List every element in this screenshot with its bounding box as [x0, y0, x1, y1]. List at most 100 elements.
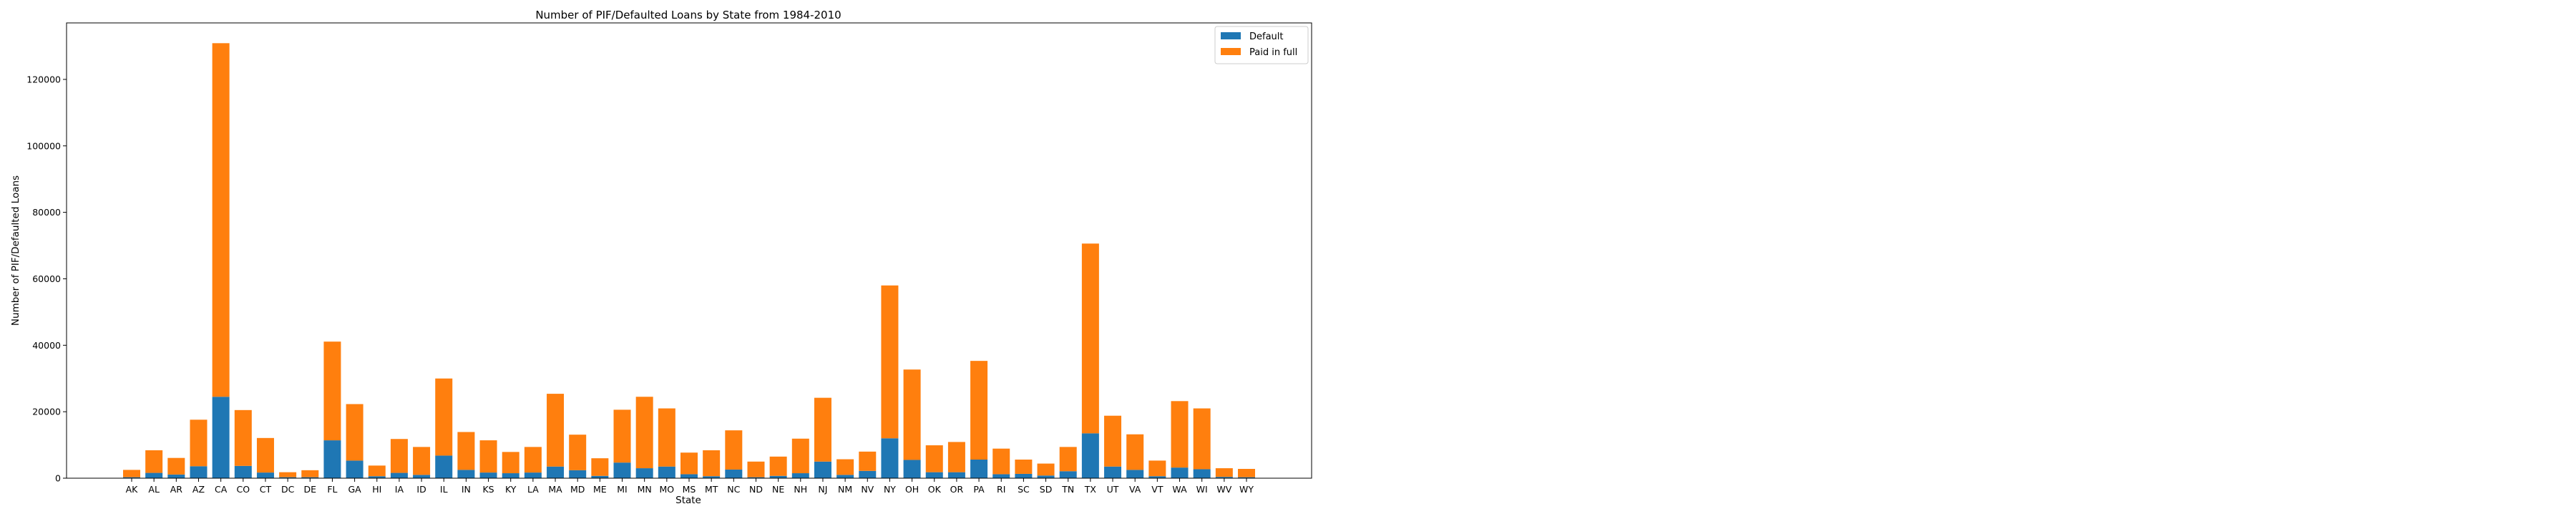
bar-default-nh	[791, 473, 809, 478]
bar-default-ut	[1104, 466, 1122, 478]
bar-default-ca	[212, 397, 230, 478]
x-tick-label: SC	[1018, 484, 1030, 495]
bar-paid-in-full-dc	[279, 472, 297, 477]
bar-default-ga	[346, 460, 364, 478]
y-tick-label: 80000	[32, 207, 61, 218]
bar-paid-in-full-wi	[1193, 408, 1211, 470]
x-tick-label: VA	[1129, 484, 1141, 495]
x-tick-label: OH	[905, 484, 919, 495]
bar-paid-in-full-wa	[1171, 401, 1189, 468]
bar-default-la	[524, 472, 542, 478]
bar-default-az	[190, 466, 208, 478]
bar-default-in	[457, 470, 475, 478]
bar-paid-in-full-ks	[479, 440, 497, 473]
bar-default-ky	[502, 473, 519, 478]
bar-default-ri	[992, 474, 1010, 478]
legend-label-default: Default	[1249, 31, 1284, 42]
bar-paid-in-full-mt	[703, 450, 721, 477]
bar-default-ak	[123, 477, 140, 478]
x-tick-label: CT	[260, 484, 272, 495]
x-tick-label: AR	[170, 484, 183, 495]
bar-default-or	[947, 472, 965, 478]
x-axis-ticks: AK AL AR AZ CA CO CT DC DE FL GA HI IA ID IL IN KS KY LA MA…	[126, 478, 1254, 495]
bar-default-fl	[323, 440, 341, 478]
bar-default-al	[145, 472, 163, 478]
bar-paid-in-full-mo	[658, 408, 675, 467]
x-tick-label: SD	[1040, 484, 1053, 495]
x-tick-label: CA	[215, 484, 228, 495]
bar-paid-in-full-de	[301, 470, 319, 477]
bar-default-de	[301, 477, 319, 478]
bar-paid-in-full-me	[591, 458, 609, 476]
x-tick-label: MS	[683, 484, 696, 495]
bar-default-me	[591, 475, 609, 478]
x-tick-label: RI	[997, 484, 1005, 495]
chart-title: Number of PIF/Defaulted Loans by State f…	[535, 9, 841, 21]
bar-default-ma	[547, 466, 565, 478]
bar-paid-in-full-nj	[814, 397, 831, 462]
y-tick-label: 100000	[26, 140, 61, 151]
y-tick-label: 120000	[26, 74, 61, 84]
bar-paid-in-full-ia	[390, 439, 408, 473]
x-tick-label: DE	[304, 484, 317, 495]
legend-label-paid: Paid in full	[1249, 47, 1297, 58]
bar-default-ny	[881, 438, 899, 478]
x-tick-label: NV	[861, 484, 874, 495]
bar-paid-in-full-co	[234, 409, 252, 466]
x-tick-label: MA	[548, 484, 562, 495]
x-tick-label: OK	[928, 484, 942, 495]
bar-paid-in-full-oh	[903, 369, 921, 460]
bar-paid-in-full-la	[524, 447, 542, 473]
bar-paid-in-full-ut	[1104, 415, 1122, 467]
bar-default-il	[435, 455, 453, 478]
bar-paid-in-full-ak	[123, 470, 140, 477]
y-tick-label: 0	[55, 473, 61, 484]
bar-paid-in-full-or	[947, 442, 965, 472]
bar-paid-in-full-mn	[635, 397, 653, 469]
bar-default-id	[413, 475, 431, 478]
x-tick-label: DC	[281, 484, 295, 495]
bar-default-ar	[167, 474, 185, 478]
bar-default-ms	[680, 474, 698, 478]
bar-default-oh	[903, 460, 921, 478]
bar-default-wy	[1238, 477, 1255, 478]
bar-default-md	[569, 470, 587, 478]
x-tick-label: NY	[884, 484, 896, 495]
bar-default-vt	[1148, 476, 1166, 478]
x-tick-label: IN	[462, 484, 471, 495]
x-tick-label: NC	[727, 484, 740, 495]
bar-paid-in-full-nd	[747, 461, 765, 477]
bar-default-ia	[390, 472, 408, 478]
bar-default-hi	[368, 476, 386, 478]
bar-paid-in-full-nm	[836, 459, 854, 475]
x-tick-label: WV	[1216, 484, 1231, 495]
x-tick-label: MT	[705, 484, 718, 495]
x-tick-label: NH	[794, 484, 807, 495]
bar-paid-in-full-az	[190, 419, 208, 467]
bar-paid-in-full-vt	[1148, 460, 1166, 477]
x-tick-label: TX	[1084, 484, 1097, 495]
bar-paid-in-full-ky	[502, 452, 519, 474]
bar-paid-in-full-il	[435, 378, 453, 456]
bar-paid-in-full-hi	[368, 465, 386, 477]
bar-default-wa	[1171, 467, 1189, 478]
bar-paid-in-full-ct	[256, 437, 274, 473]
bar-paid-in-full-md	[569, 435, 587, 470]
bar-default-pa	[970, 460, 988, 478]
y-axis-ticks: 0 20000 40000 60000 80000 100000 120000	[26, 74, 67, 484]
bar-paid-in-full-ms	[680, 452, 698, 475]
x-tick-label: ME	[593, 484, 607, 495]
x-tick-label: NE	[772, 484, 784, 495]
bar-default-nd	[747, 477, 765, 478]
x-tick-label: LA	[527, 484, 539, 495]
bars-layer	[123, 43, 1255, 478]
bar-default-wv	[1215, 477, 1233, 478]
bar-default-ok	[925, 472, 943, 478]
x-tick-label: NM	[838, 484, 852, 495]
x-tick-label: MO	[660, 484, 675, 495]
bar-paid-in-full-wv	[1215, 468, 1233, 477]
legend-swatch-paid	[1221, 48, 1241, 55]
legend: Default Paid in full	[1214, 26, 1309, 64]
